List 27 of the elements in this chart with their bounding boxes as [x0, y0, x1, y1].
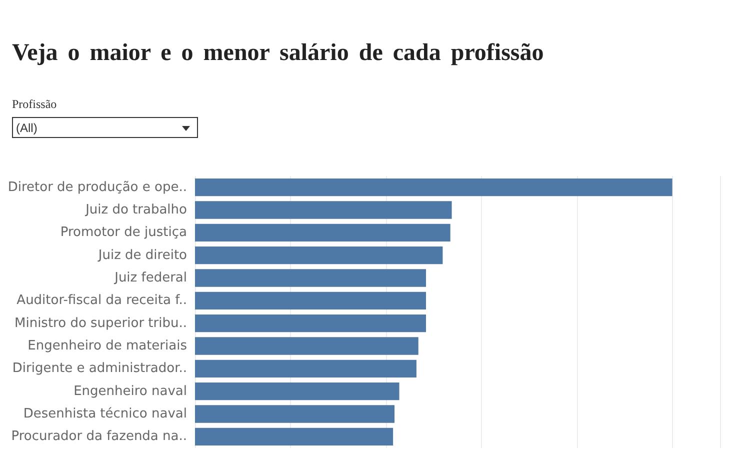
y-tick-label: Juiz federal	[114, 270, 187, 286]
bar	[195, 337, 418, 355]
y-tick-label: Ministro do superior tribu..	[14, 316, 187, 331]
y-tick-label: Diretor de produção e ope..	[8, 180, 187, 195]
y-tick-label: Procurador da fazenda na..	[11, 429, 187, 444]
y-tick-label: Engenheiro de materiais	[28, 338, 188, 354]
bar	[195, 405, 394, 423]
bar	[195, 224, 450, 242]
bar	[195, 428, 394, 446]
y-tick-label: Promotor de justiça	[60, 225, 187, 240]
text: (All)	[16, 121, 38, 135]
y-tick-label: Desenhista técnico naval	[23, 406, 187, 422]
text: Profissão	[12, 97, 57, 112]
bar	[195, 178, 672, 196]
chart-title: Veja o maior e o menor salário de cada profissão	[12, 40, 544, 67]
bar	[195, 314, 426, 332]
bar	[195, 292, 426, 310]
y-tick-label: Dirigente e administrador..	[12, 361, 187, 376]
y-tick-label: Juiz de direito	[97, 248, 188, 263]
bar	[195, 382, 400, 400]
y-tick-label: Juiz do trabalho	[84, 202, 188, 218]
bar	[195, 269, 426, 287]
y-tick-label: Auditor-fiscal da receita f..	[16, 293, 187, 308]
bar	[195, 246, 443, 264]
bar	[195, 360, 416, 378]
bar	[195, 201, 452, 219]
y-tick-label: Engenheiro naval	[74, 384, 187, 399]
